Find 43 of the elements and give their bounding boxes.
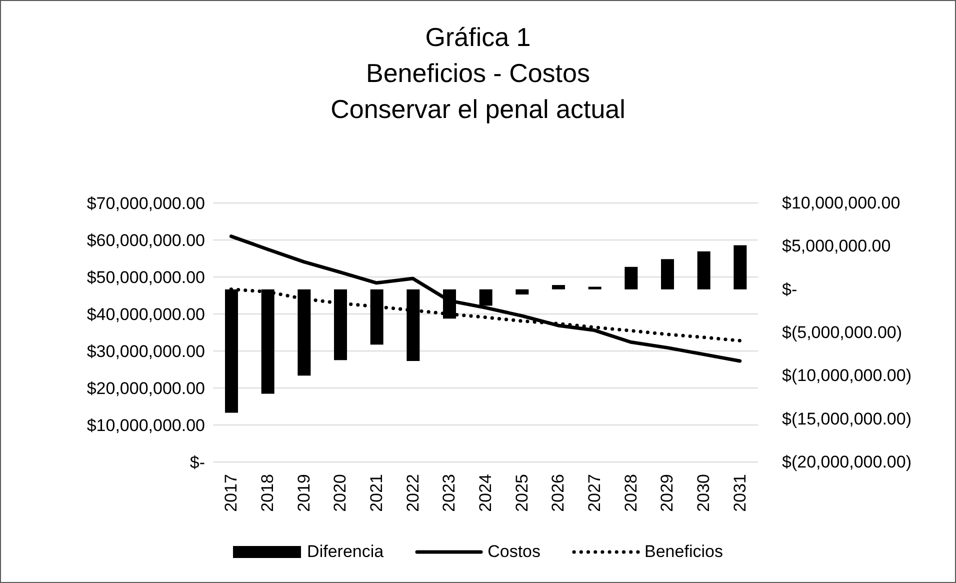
y-tick-label: $30,000,000.00 — [86, 342, 205, 362]
y2-tick-label: $5,000,000.00 — [782, 236, 891, 256]
bar — [661, 259, 674, 290]
chart-title: Gráfica 1 Beneficios - Costos Conservar el penal actual — [330, 21, 626, 126]
x-tick-label: 2031 — [730, 474, 750, 512]
y2-tick-label: $(5,000,000.00) — [782, 323, 902, 342]
y-tick-label: $10,000,000.00 — [86, 416, 205, 436]
y2-tick-label: $(10,000,000.00) — [782, 366, 912, 386]
x-tick-label: 2025 — [512, 474, 532, 512]
y2-tick-label: $- — [782, 280, 798, 299]
bar — [697, 251, 710, 290]
x-tick-label: 2017 — [222, 474, 241, 512]
x-tick-label: 2027 — [585, 474, 604, 512]
x-tick-label: 2022 — [403, 474, 422, 512]
y2-tick-label: $10,000,000.00 — [782, 194, 900, 212]
y-tick-label: $40,000,000.00 — [86, 305, 205, 324]
bar — [734, 245, 747, 290]
y-tick-label: $60,000,000.00 — [86, 231, 205, 250]
x-tick-label: 2019 — [294, 474, 314, 512]
y-tick-label: $50,000,000.00 — [86, 268, 205, 288]
bar — [588, 286, 602, 290]
legend-label: Diferencia — [307, 542, 384, 562]
bar — [479, 289, 492, 306]
x-tick-label: 2023 — [440, 474, 459, 512]
y2-tick-label: $(15,000,000.00) — [782, 409, 912, 428]
x-tick-label: 2030 — [694, 474, 713, 512]
line-series — [229, 234, 742, 363]
y-tick-label: $20,000,000.00 — [86, 379, 205, 398]
x-tick-label: 2018 — [258, 474, 277, 512]
x-tick-label: 2024 — [476, 474, 495, 512]
bar — [624, 266, 638, 290]
bar — [552, 285, 565, 290]
legend-label: Beneficios — [644, 542, 723, 562]
y-tick-label: $70,000,000.00 — [86, 194, 205, 214]
y-tick-label: $- — [190, 453, 205, 472]
bar — [516, 289, 529, 295]
x-tick-label: 2020 — [330, 474, 350, 512]
x-tick-label: 2026 — [548, 474, 568, 512]
legend-label: Costos — [488, 542, 541, 562]
y2-tick-label: $(20,000,000.00) — [782, 452, 912, 472]
x-tick-label: 2028 — [621, 474, 640, 512]
x-tick-label: 2029 — [658, 474, 677, 512]
x-tick-label: 2021 — [367, 474, 386, 512]
